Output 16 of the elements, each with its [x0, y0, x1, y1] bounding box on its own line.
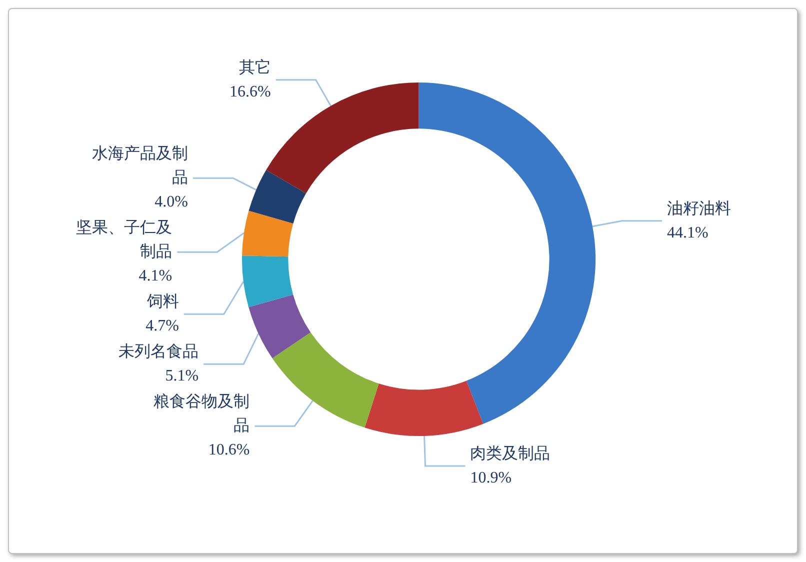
slice-label: 水海产品及制品 [92, 144, 188, 187]
slice-label: 粮食谷物及制品 [154, 392, 250, 435]
data-label: 4.7% [146, 318, 179, 335]
slice-label: 坚果、子仁及制品 [76, 220, 172, 261]
data-label: 16.6% [230, 83, 271, 100]
slice-label: 其它 [238, 58, 271, 76]
slice-label: 油籽油料 [666, 199, 731, 218]
slice-label: 饲料 [146, 292, 179, 311]
data-label: 4.0% [154, 194, 188, 211]
data-label: 10.6% [208, 442, 250, 459]
data-label: 4.1% [138, 268, 172, 285]
data-label: 5.1% [165, 368, 199, 385]
data-label: 10.9% [470, 469, 512, 486]
data-label: 44.1% [666, 224, 708, 242]
slice-label: 未列名食品 [118, 342, 199, 361]
slice-label: 肉类及制品 [470, 444, 550, 462]
